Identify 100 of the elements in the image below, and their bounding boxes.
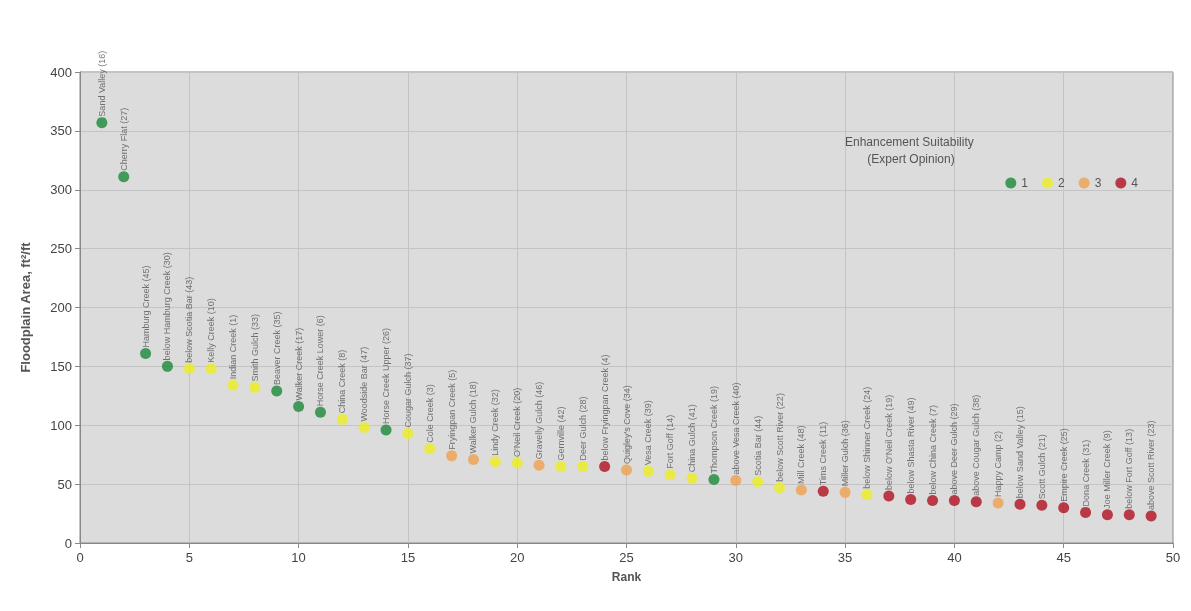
point	[161, 360, 173, 372]
annotation: Fort Goff (14)	[665, 414, 676, 469]
annotation: below Scott River (22)	[774, 393, 785, 482]
point	[1014, 498, 1026, 510]
annotation: Lindy Creek (32)	[490, 389, 501, 456]
annotation: China Gulch (41)	[687, 404, 698, 473]
annotation: Joe Miller Creek (9)	[1102, 430, 1113, 509]
x-tick-label: 5	[185, 550, 193, 565]
annotation: Kelly Creek (10)	[206, 298, 217, 363]
legend-title: Enhancement Suitability (Expert Opinion)	[844, 134, 978, 166]
point	[948, 495, 960, 507]
point	[1080, 506, 1092, 518]
annotation: Dona Creek (31)	[1080, 439, 1091, 507]
point	[774, 482, 786, 494]
x-tick-label: 35	[837, 550, 853, 565]
annotation: Woodside Bar (47)	[359, 346, 370, 422]
point	[817, 485, 829, 497]
point	[293, 400, 305, 412]
point	[708, 473, 720, 485]
point	[839, 486, 851, 498]
y-tick-label: 300	[50, 182, 72, 198]
annotation: below O'Neil Creek (19)	[883, 394, 894, 490]
point	[905, 493, 917, 505]
annotation: below Shasta River (49)	[905, 397, 916, 494]
point	[183, 363, 195, 375]
annotation: Gravelly Gulch (46)	[534, 381, 545, 460]
annotation: Gernville (42)	[555, 406, 566, 461]
y-tick-label: 100	[50, 417, 72, 433]
annotation: below Shinner Creek (24)	[861, 386, 872, 489]
legend-label: 4	[1131, 176, 1139, 190]
annotation: Smith Gulch (33)	[249, 314, 260, 382]
y-tick-label: 0	[64, 535, 72, 551]
annotation: below Hamburg Creek (30)	[162, 252, 173, 361]
point	[555, 460, 567, 472]
annotation: Vesa Creek (39)	[643, 400, 654, 466]
x-tick-label: 50	[1165, 550, 1181, 565]
annotation: Tims Creek (11)	[818, 421, 829, 486]
point	[533, 459, 545, 471]
annotation: Mill Creek (48)	[796, 425, 807, 485]
point	[227, 379, 239, 391]
point	[424, 443, 436, 455]
annotation: Miller Gulch (36)	[840, 420, 851, 487]
point	[467, 453, 479, 465]
point	[1123, 509, 1135, 521]
annotation: Fryingpan Creek (5)	[446, 369, 457, 450]
x-tick-label: 10	[291, 550, 306, 565]
x-tick-label: 30	[728, 550, 744, 565]
y-tick-label: 50	[57, 476, 72, 492]
annotation: Sand Valley (16)	[96, 50, 107, 117]
annotation: above Cougar Gulch (38)	[971, 394, 982, 496]
point	[686, 472, 698, 484]
point	[358, 422, 370, 434]
point	[380, 424, 392, 436]
point	[402, 428, 414, 439]
point	[140, 347, 152, 359]
y-tick-label: 200	[50, 300, 72, 315]
point	[642, 465, 654, 477]
point	[992, 497, 1004, 509]
annotation: below Fort Goff (13)	[1124, 428, 1135, 509]
annotation: Walker Gulch (18)	[468, 381, 479, 454]
annotation: Thompson Creek (19)	[708, 385, 719, 474]
point	[96, 117, 108, 129]
y-tick-label: 250	[50, 241, 72, 257]
annotation: O'Neil Creek (20)	[512, 387, 523, 457]
x-tick-label: 15	[400, 550, 416, 565]
point	[599, 460, 611, 472]
annotation: Cougar Gulch (37)	[402, 353, 413, 428]
point	[970, 496, 982, 508]
point	[271, 385, 283, 397]
y-axis-title: Floodplain Area, ft²/ft	[18, 241, 33, 373]
x-tick-label: 20	[509, 550, 525, 565]
annotation: China Creek (8)	[337, 349, 348, 414]
annotation: Happy Camp (2)	[993, 430, 1004, 497]
annotation: Quigley's Cove (34)	[621, 385, 632, 464]
x-tick-label: 45	[1056, 550, 1071, 565]
point	[752, 476, 764, 488]
point	[577, 460, 589, 472]
point	[511, 457, 523, 469]
point	[883, 490, 895, 502]
legend-label: 3	[1094, 176, 1102, 190]
point	[664, 469, 676, 481]
annotation: below Scotia Bar (43)	[184, 276, 195, 363]
point	[1036, 499, 1048, 511]
point	[621, 464, 632, 476]
x-tick-label: 0	[76, 550, 84, 565]
annotation: Scotia Bar (44)	[752, 415, 763, 476]
point	[314, 406, 326, 418]
annotation: Deer Gulch (28)	[577, 396, 588, 461]
annotation: above Scott River (23)	[1146, 420, 1157, 510]
x-tick-label: 40	[947, 550, 962, 565]
point	[1101, 509, 1113, 521]
point	[861, 489, 873, 501]
annotation: Cole Creek (3)	[424, 384, 435, 443]
legend-label: 2	[1057, 176, 1065, 190]
y-tick-label: 150	[50, 358, 72, 374]
annotation: Horse Creek Upper (26)	[381, 327, 392, 424]
point	[205, 363, 217, 375]
point	[446, 450, 458, 462]
y-tick-label: 400	[50, 64, 72, 80]
annotation: Empire Creek (25)	[1058, 428, 1069, 502]
